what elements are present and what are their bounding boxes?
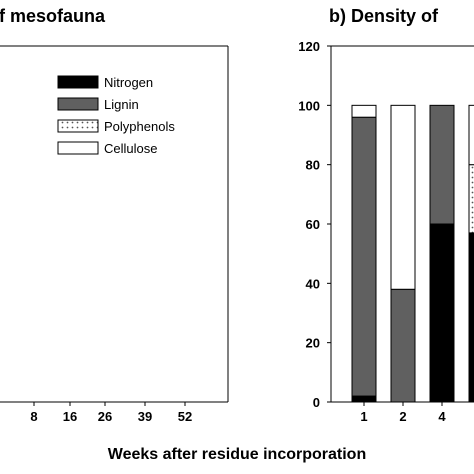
right-y-tick-label: 100 — [298, 98, 320, 113]
bar-segment-polyphenols — [468, 164, 474, 234]
right-y-tick-label: 20 — [306, 336, 320, 351]
legend-swatch-polyphenols — [57, 119, 99, 133]
legend-label-cellulose: Cellulose — [104, 141, 157, 156]
right-y-tick-label: 80 — [306, 158, 320, 173]
legend-label-polyphenols: Polyphenols — [104, 119, 175, 134]
legend-swatch-nitrogen — [57, 75, 99, 89]
right-x-tick-label: 2 — [399, 409, 406, 424]
right-bars — [351, 104, 474, 403]
left-panel-title: f mesofauna — [0, 6, 106, 26]
left-x-tick-label: 52 — [178, 409, 192, 424]
bar-segment-nitrogen — [468, 232, 474, 403]
bar-segment-nitrogen — [429, 223, 455, 403]
left-x-tick-label: 26 — [98, 409, 112, 424]
right-y-ticks: 0 20 40 60 80 100 120 — [298, 39, 331, 410]
left-plot: 8 16 26 39 52 — [0, 45, 229, 424]
right-panel-title: b) Density of — [329, 6, 439, 26]
right-x-tick-label: 1 — [360, 409, 367, 424]
right-y-tick-label: 40 — [306, 276, 320, 291]
shared-x-axis-label: Weeks after residue incorporation — [107, 446, 367, 463]
bar-segment-lignin — [429, 104, 455, 225]
legend-label-nitrogen: Nitrogen — [104, 75, 153, 90]
right-y-tick-label: 120 — [298, 39, 320, 54]
legend-swatch-lignin — [57, 97, 99, 111]
left-x-tick-label: 16 — [63, 409, 77, 424]
right-y-tick-label: 0 — [313, 395, 320, 410]
bar-segment-lignin — [351, 116, 377, 397]
right-y-tick-label: 60 — [306, 217, 320, 232]
bar-segment-nitrogen — [351, 395, 377, 403]
bar-segment-cellulose — [351, 104, 377, 118]
legend-swatch-cellulose — [57, 141, 99, 155]
right-x-ticks: 1 2 4 — [360, 402, 446, 424]
right-plot: 0 20 40 60 80 100 120 1 2 4 — [298, 39, 474, 424]
left-x-tick-label: 8 — [30, 409, 37, 424]
left-x-tick-label: 39 — [138, 409, 152, 424]
legend-label-lignin: Lignin — [104, 97, 139, 112]
legend: Nitrogen Lignin Polyphenols Cellulose — [57, 75, 175, 156]
right-x-tick-label: 4 — [438, 409, 446, 424]
bar-segment-lignin — [390, 288, 416, 403]
bar-segment-cellulose — [468, 104, 474, 166]
left-x-ticks: 8 16 26 39 52 — [30, 402, 192, 424]
bar-segment-cellulose — [390, 104, 416, 290]
